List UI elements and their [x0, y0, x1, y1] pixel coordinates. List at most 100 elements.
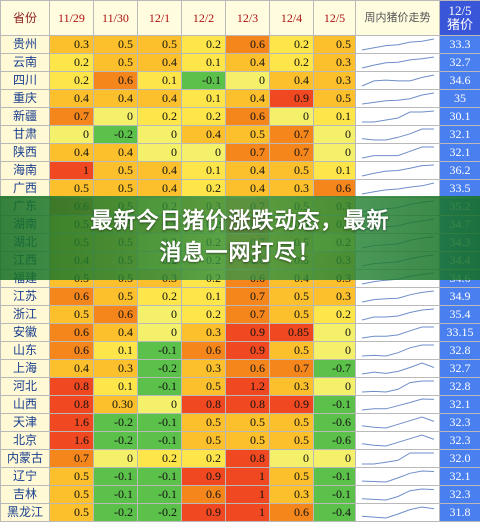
trend-line [362, 291, 434, 302]
latest-price-cell: 36.2 [440, 162, 480, 180]
headline-line-2: 消息一网打尽！ [0, 238, 480, 270]
price-change-cell: 0.7 [226, 306, 270, 324]
trend-sparkline [356, 36, 440, 53]
trend-line [362, 381, 434, 392]
trend-sparkline [356, 504, 440, 521]
price-change-cell: 0.3 [314, 288, 356, 306]
trend-sparkline-cell [356, 450, 440, 468]
trend-sparkline [356, 54, 440, 71]
price-change-cell: 0.4 [94, 90, 138, 108]
price-change-cell: 0.4 [226, 54, 270, 72]
price-change-cell: -0.1 [94, 468, 138, 486]
price-change-cell: 0.5 [50, 504, 94, 522]
province-cell: 重庆 [1, 90, 50, 108]
trend-sparkline-cell [356, 288, 440, 306]
trend-sparkline-cell [356, 306, 440, 324]
latest-price-column-header: 12/5 猪价 [440, 1, 480, 36]
price-change-cell: 0.8 [226, 450, 270, 468]
price-change-cell: 0.5 [270, 468, 314, 486]
trend-line [362, 111, 434, 122]
trend-line [362, 345, 434, 356]
price-change-cell: 0.5 [270, 342, 314, 360]
price-change-cell: -0.2 [94, 504, 138, 522]
trend-sparkline-cell [356, 324, 440, 342]
trend-sparkline [356, 360, 440, 377]
price-change-cell: 0.5 [138, 36, 182, 54]
price-change-cell: 0 [314, 144, 356, 162]
price-change-cell: 0.3 [270, 486, 314, 504]
price-change-cell: 0 [314, 324, 356, 342]
price-change-cell: 0.6 [226, 108, 270, 126]
province-cell: 陕西 [1, 144, 50, 162]
price-change-cell: 0.9 [226, 342, 270, 360]
province-cell: 广西 [1, 180, 50, 198]
latest-date-label: 12/5 [440, 4, 480, 18]
price-change-cell: 0.2 [182, 36, 226, 54]
price-change-cell: 0.6 [226, 360, 270, 378]
price-change-cell: 0 [94, 450, 138, 468]
trend-line [362, 129, 434, 140]
province-cell: 上海 [1, 360, 50, 378]
price-change-cell: 0.30 [94, 396, 138, 414]
price-change-cell: 0.5 [182, 378, 226, 396]
price-change-cell: 1 [226, 486, 270, 504]
price-change-cell: 0 [182, 144, 226, 162]
price-change-cell: 1.2 [226, 378, 270, 396]
price-change-cell: -0.1 [314, 468, 356, 486]
province-cell: 吉林 [1, 486, 50, 504]
trend-sparkline-cell [356, 468, 440, 486]
trend-line [362, 471, 434, 482]
price-change-cell: 0.1 [182, 162, 226, 180]
latest-price-cell: 32.1 [440, 126, 480, 144]
price-change-cell: 0.5 [182, 414, 226, 432]
price-change-cell: -0.4 [314, 504, 356, 522]
price-change-cell: 0.4 [138, 54, 182, 72]
trend-sparkline [356, 72, 440, 89]
trend-sparkline [356, 126, 440, 143]
price-change-cell: 0.4 [226, 90, 270, 108]
trend-line [362, 147, 434, 158]
price-change-cell: 0.7 [50, 450, 94, 468]
latest-price-cell: 33.5 [440, 180, 480, 198]
trend-sparkline [356, 342, 440, 359]
province-cell: 山西 [1, 396, 50, 414]
trend-sparkline [356, 378, 440, 395]
price-change-cell: 0 [314, 378, 356, 396]
price-change-cell: 0.1 [94, 342, 138, 360]
price-change-cell: -0.6 [314, 432, 356, 450]
price-change-cell: 0.4 [94, 324, 138, 342]
headline-banner: 最新今日猪价涨跌动态，最新 消息一网打尽！ [0, 196, 480, 280]
province-cell: 甘肃 [1, 126, 50, 144]
trend-line [362, 165, 434, 176]
price-change-cell: 0.5 [94, 36, 138, 54]
price-change-cell: 0.5 [270, 306, 314, 324]
province-cell: 贵州 [1, 36, 50, 54]
latest-price-cell: 32.1 [440, 468, 480, 486]
price-change-cell: 0.8 [226, 396, 270, 414]
price-change-cell: 0.5 [270, 432, 314, 450]
latest-price-cell: 32.3 [440, 432, 480, 450]
trend-sparkline [356, 450, 440, 467]
trend-sparkline-cell [356, 162, 440, 180]
price-change-cell: 0.7 [226, 288, 270, 306]
price-change-cell: -0.1 [138, 468, 182, 486]
trend-sparkline [356, 432, 440, 449]
date-column-header: 11/29 [50, 1, 94, 36]
price-change-cell: 0.5 [94, 288, 138, 306]
latest-price-cell: 32.3 [440, 414, 480, 432]
price-change-cell: 0.5 [50, 180, 94, 198]
price-change-cell: 0.4 [50, 360, 94, 378]
price-change-cell: 0.3 [314, 72, 356, 90]
trend-line [362, 39, 434, 50]
latest-price-cell: 31.8 [440, 504, 480, 522]
price-change-cell: 1 [226, 468, 270, 486]
trend-column-header: 周内猪价走势 [356, 1, 440, 36]
trend-sparkline [356, 90, 440, 107]
price-change-cell: 0.9 [182, 504, 226, 522]
province-cell: 江苏 [1, 288, 50, 306]
price-change-cell: -0.2 [94, 126, 138, 144]
trend-sparkline [356, 108, 440, 125]
